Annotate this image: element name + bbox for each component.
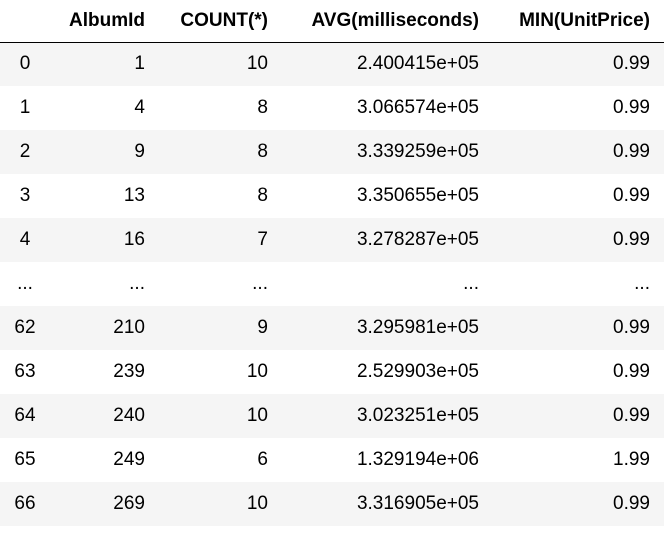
- table-row: 66 269 10 3.316905e+05 0.99: [0, 482, 664, 526]
- index-header: [0, 0, 52, 42]
- column-header-count: COUNT(*): [180, 9, 268, 31]
- cell-min-unitprice: 0.99: [613, 185, 650, 206]
- cell-avg-milliseconds: ...: [463, 273, 479, 294]
- cell-count: 8: [257, 185, 268, 206]
- dataframe-output: AlbumId COUNT(*) AVG(milliseconds) MIN(U…: [0, 0, 664, 526]
- cell-albumid: 249: [113, 449, 145, 470]
- cell-count: 8: [257, 141, 268, 162]
- column-header-avg-milliseconds: AVG(milliseconds): [311, 9, 479, 31]
- cell-avg-milliseconds: 2.400415e+05: [356, 53, 479, 75]
- row-index: 1: [19, 97, 31, 118]
- dataframe-table: AlbumId COUNT(*) AVG(milliseconds) MIN(U…: [0, 0, 664, 526]
- cell-albumid: 210: [113, 317, 145, 338]
- table-row: 0 1 10 2.400415e+05 0.99: [0, 42, 664, 86]
- cell-avg-milliseconds: 3.316905e+05: [356, 493, 479, 514]
- table-row: 3 13 8 3.350655e+05 0.99: [0, 174, 664, 218]
- cell-min-unitprice: 1.99: [613, 449, 650, 470]
- cell-albumid: 4: [134, 97, 145, 118]
- cell-count: 10: [246, 405, 268, 426]
- cell-min-unitprice: 0.99: [613, 361, 650, 382]
- row-index: 63: [14, 361, 36, 382]
- table-row: 2 9 8 3.339259e+05 0.99: [0, 130, 664, 174]
- column-header-min-unitprice: MIN(UnitPrice): [519, 9, 650, 31]
- cell-albumid: 269: [113, 493, 145, 514]
- cell-count: 6: [257, 449, 268, 470]
- cell-albumid: 16: [123, 229, 145, 250]
- cell-albumid: ...: [129, 273, 145, 294]
- cell-min-unitprice: 0.99: [613, 229, 650, 250]
- cell-avg-milliseconds: 3.339259e+05: [356, 141, 479, 162]
- cell-albumid: 9: [134, 141, 145, 162]
- cell-albumid: 239: [113, 361, 145, 382]
- table-row: 1 4 8 3.066574e+05 0.99: [0, 86, 664, 130]
- cell-avg-milliseconds: 3.066574e+05: [356, 97, 479, 118]
- cell-count: ...: [252, 273, 268, 294]
- cell-count: 7: [257, 229, 268, 250]
- row-index: 66: [14, 493, 36, 514]
- cell-count: 8: [257, 97, 268, 118]
- cell-min-unitprice: ...: [634, 273, 650, 294]
- table-row: 65 249 6 1.329194e+06 1.99: [0, 438, 664, 482]
- cell-min-unitprice: 0.99: [613, 317, 650, 338]
- cell-avg-milliseconds: 1.329194e+06: [356, 449, 479, 470]
- cell-albumid: 1: [134, 53, 145, 75]
- cell-min-unitprice: 0.99: [613, 493, 650, 514]
- table-row: 63 239 10 2.529903e+05 0.99: [0, 350, 664, 394]
- row-index: ...: [17, 273, 33, 294]
- header-row: AlbumId COUNT(*) AVG(milliseconds) MIN(U…: [0, 0, 664, 42]
- cell-avg-milliseconds: 3.023251e+05: [356, 405, 479, 426]
- cell-avg-milliseconds: 2.529903e+05: [356, 361, 479, 382]
- row-index: 4: [19, 229, 31, 250]
- column-header-albumid: AlbumId: [69, 9, 145, 31]
- table-row: 4 16 7 3.278287e+05 0.99: [0, 218, 664, 262]
- cell-count: 10: [246, 361, 268, 382]
- cell-min-unitprice: 0.99: [613, 97, 650, 118]
- cell-min-unitprice: 0.99: [613, 405, 650, 426]
- cell-count: 9: [257, 317, 268, 338]
- table-row: 62 210 9 3.295981e+05 0.99: [0, 306, 664, 350]
- cell-albumid: 240: [113, 405, 145, 426]
- row-index: 64: [14, 405, 36, 426]
- table-body: 0 1 10 2.400415e+05 0.99 1 4 8 3.066574e…: [0, 42, 664, 526]
- row-index: 0: [19, 53, 31, 75]
- row-index: 65: [14, 449, 36, 470]
- row-index: 62: [14, 317, 36, 338]
- cell-count: 10: [246, 53, 268, 75]
- row-index: 2: [19, 141, 31, 162]
- row-index: 3: [19, 185, 31, 206]
- cell-avg-milliseconds: 3.295981e+05: [356, 317, 479, 338]
- table-row: 64 240 10 3.023251e+05 0.99: [0, 394, 664, 438]
- table-header: AlbumId COUNT(*) AVG(milliseconds) MIN(U…: [0, 0, 664, 42]
- ellipsis-row: ... ... ... ... ...: [0, 262, 664, 306]
- cell-count: 10: [246, 493, 268, 514]
- cell-min-unitprice: 0.99: [613, 53, 650, 75]
- cell-avg-milliseconds: 3.278287e+05: [356, 229, 479, 250]
- cell-albumid: 13: [123, 185, 145, 206]
- cell-min-unitprice: 0.99: [613, 141, 650, 162]
- cell-avg-milliseconds: 3.350655e+05: [356, 185, 479, 206]
